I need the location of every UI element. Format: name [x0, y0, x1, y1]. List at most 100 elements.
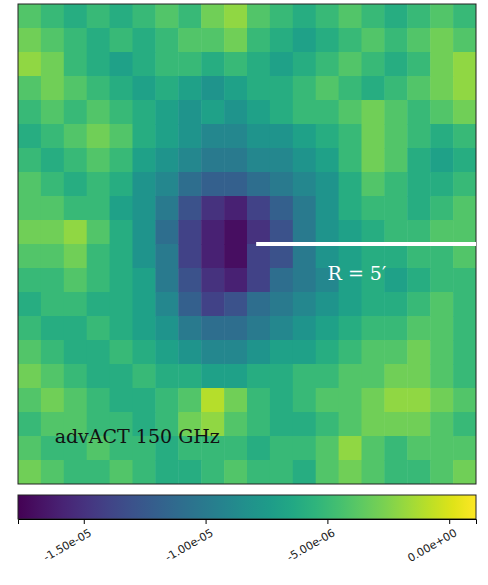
cell	[41, 364, 64, 389]
cell	[155, 268, 178, 293]
cell	[430, 76, 453, 101]
cell	[110, 460, 133, 484]
cell	[316, 52, 339, 77]
cell	[339, 124, 362, 149]
cell	[384, 292, 407, 317]
cell	[430, 4, 453, 29]
cell	[316, 292, 339, 317]
cell	[201, 100, 224, 125]
cell	[339, 460, 362, 484]
cell	[362, 28, 385, 53]
cell	[224, 148, 247, 173]
cell	[155, 4, 178, 29]
cell	[339, 316, 362, 341]
cell	[178, 244, 201, 269]
cell	[224, 340, 247, 365]
cell	[430, 292, 453, 317]
cell	[247, 412, 270, 437]
cell	[362, 4, 385, 29]
cell	[178, 268, 201, 293]
cell	[224, 460, 247, 484]
map-label: advACT 150 GHz	[55, 425, 220, 447]
cell	[178, 316, 201, 341]
cell	[110, 4, 133, 29]
cell	[224, 220, 247, 245]
cell	[407, 292, 430, 317]
cell	[155, 340, 178, 365]
axis-line	[19, 520, 477, 525]
cell	[316, 148, 339, 173]
cell	[453, 244, 476, 269]
cell	[362, 388, 385, 413]
heatmap-cells	[18, 4, 476, 484]
cell	[133, 100, 156, 125]
tick: 0.00e+00	[406, 519, 460, 565]
cell	[110, 388, 133, 413]
cell	[110, 28, 133, 53]
cell	[133, 244, 156, 269]
cell	[270, 124, 293, 149]
cell	[384, 148, 407, 173]
cell	[41, 292, 64, 317]
cell	[110, 340, 133, 365]
cell	[293, 460, 316, 484]
cell	[247, 4, 270, 29]
cell	[133, 124, 156, 149]
cell	[201, 148, 224, 173]
cell	[270, 436, 293, 461]
cell	[339, 172, 362, 197]
cell	[87, 268, 110, 293]
cell	[407, 436, 430, 461]
cell	[270, 76, 293, 101]
cell	[41, 172, 64, 197]
cell	[362, 436, 385, 461]
chart: R = 5′advACT 150 GHz-1.50e-05-1.00e-05-5…	[0, 0, 488, 585]
cell	[18, 388, 41, 413]
cell	[201, 220, 224, 245]
cell	[316, 340, 339, 365]
colorbar	[18, 495, 476, 519]
cell	[41, 100, 64, 125]
cell	[178, 100, 201, 125]
cell	[64, 340, 87, 365]
cell	[178, 4, 201, 29]
cell	[133, 460, 156, 484]
cell	[384, 436, 407, 461]
cell	[178, 460, 201, 484]
cell	[453, 364, 476, 389]
cell	[224, 100, 247, 125]
cell	[133, 76, 156, 101]
cell	[384, 340, 407, 365]
cell	[178, 196, 201, 221]
cell	[316, 364, 339, 389]
cell	[110, 316, 133, 341]
cell	[407, 28, 430, 53]
cell	[453, 316, 476, 341]
cell	[87, 460, 110, 484]
cell	[224, 244, 247, 269]
cell	[407, 148, 430, 173]
cell	[110, 172, 133, 197]
cell	[453, 196, 476, 221]
cell	[407, 460, 430, 484]
cell	[201, 4, 224, 29]
cell	[224, 388, 247, 413]
cell	[64, 52, 87, 77]
cell	[247, 292, 270, 317]
cell	[316, 388, 339, 413]
cell	[430, 28, 453, 53]
cell	[133, 4, 156, 29]
colorbar-axis: -1.50e-05-1.00e-05-5.00e-060.00e+00	[19, 519, 477, 565]
cell	[362, 52, 385, 77]
cell	[110, 244, 133, 269]
cell	[224, 364, 247, 389]
cell	[110, 100, 133, 125]
cell	[430, 412, 453, 437]
cell	[384, 4, 407, 29]
cell	[41, 316, 64, 341]
cell	[293, 76, 316, 101]
cell	[293, 244, 316, 269]
cell	[41, 76, 64, 101]
cell	[247, 148, 270, 173]
cell	[316, 100, 339, 125]
